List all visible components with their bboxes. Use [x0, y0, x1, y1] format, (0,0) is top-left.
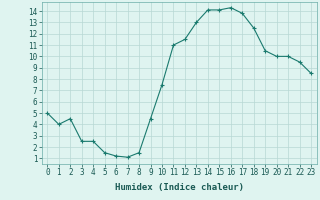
X-axis label: Humidex (Indice chaleur): Humidex (Indice chaleur)	[115, 183, 244, 192]
